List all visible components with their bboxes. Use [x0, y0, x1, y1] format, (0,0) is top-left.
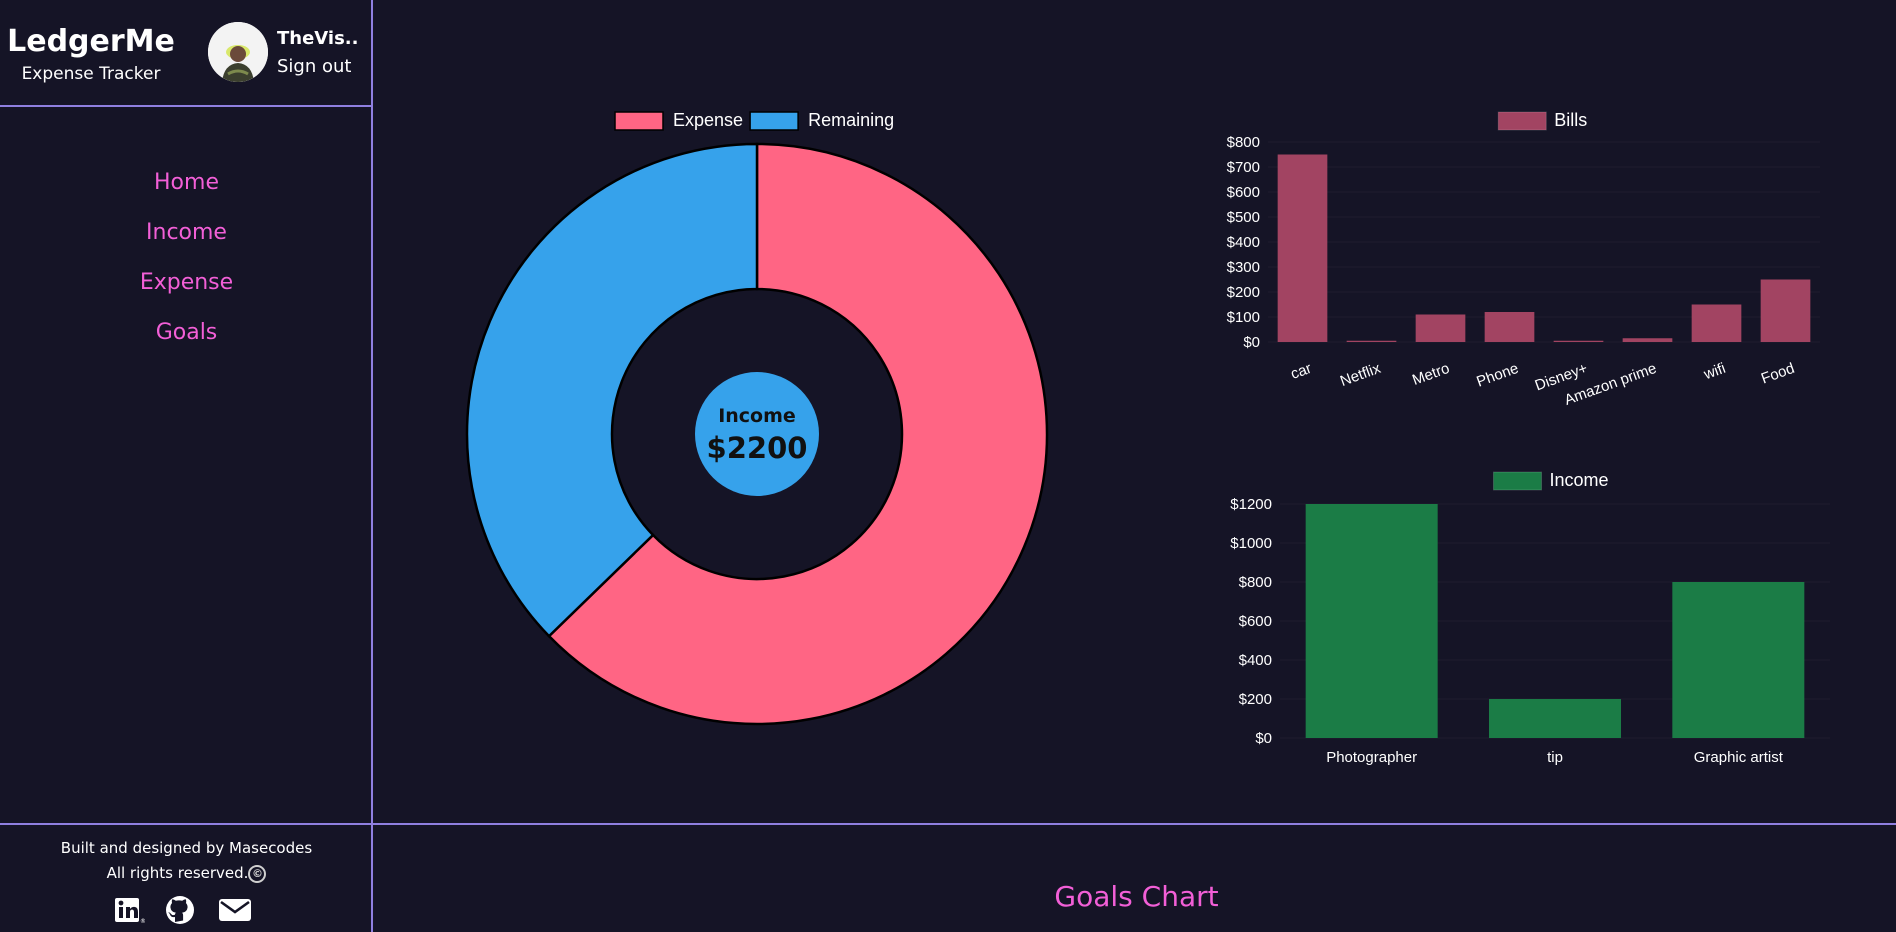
y-tick-label: $100 [1227, 309, 1260, 326]
linkedin-icon[interactable]: ® [113, 895, 146, 925]
bar-wifi[interactable] [1691, 304, 1742, 343]
y-tick-label: $200 [1239, 691, 1272, 708]
x-tick-label: Metro [1410, 360, 1452, 389]
doughnut-slice-remaining[interactable] [465, 142, 759, 638]
legend-label-remaining[interactable]: Remaining [808, 110, 894, 130]
y-tick-label: $800 [1239, 574, 1272, 591]
goals-chart-title: Goals Chart [1054, 880, 1219, 913]
avatar-image [208, 22, 268, 82]
bar-amazon-prime[interactable] [1622, 338, 1673, 342]
legend-swatch-income[interactable] [1493, 471, 1542, 491]
footer-rights: All rights reserved. © [0, 864, 373, 883]
y-tick-label: $300 [1227, 259, 1260, 276]
mail-icon[interactable] [218, 895, 251, 925]
center-value: $2200 [707, 431, 808, 465]
copyright-icon: © [248, 864, 267, 883]
footer-credit: Built and designed by Masecodes [60, 839, 313, 857]
x-tick-label: car [1288, 360, 1313, 383]
nav-item-goals[interactable]: Goals [155, 320, 218, 345]
bar-phone[interactable] [1484, 312, 1535, 342]
legend-swatch-expense[interactable] [614, 111, 664, 131]
app-title: LedgerMe [7, 24, 175, 59]
x-tick-label: tip [1547, 749, 1563, 766]
y-tick-label: $0 [1243, 334, 1260, 351]
expense-doughnut-chart: Expense Remaining Income $2200 [465, 110, 1049, 726]
bar-food[interactable] [1760, 279, 1811, 343]
x-tick-label: Phone [1474, 360, 1521, 391]
y-tick-label: $800 [1227, 134, 1260, 151]
y-tick-label: $400 [1239, 652, 1272, 669]
bills-bar-chart: Bills $0 $100 $200 $300 $400 $500 $600 $700 $800 c… [1227, 110, 1820, 409]
footer: Built and designed by Masecodes All righ… [0, 823, 373, 932]
avatar[interactable] [208, 22, 268, 82]
user-name: TheVis... [277, 28, 357, 49]
bar-disney-[interactable] [1553, 340, 1604, 342]
x-tick-label: Graphic artist [1694, 749, 1784, 766]
legend-swatch-remaining[interactable] [749, 111, 799, 131]
brand-header: LedgerMe Expense Tracker TheVis... Sign … [0, 0, 373, 107]
income-center-circle [695, 372, 819, 496]
app-subtitle: Expense Tracker [21, 64, 161, 84]
doughnut-slice-expense[interactable] [547, 142, 1049, 726]
legend-label-income[interactable]: Income [1550, 470, 1609, 490]
github-icon[interactable] [164, 895, 196, 925]
y-tick-label: $500 [1227, 209, 1260, 226]
svg-text:®: ® [140, 918, 145, 925]
y-tick-label: $600 [1239, 613, 1272, 630]
bar-graphic-artist[interactable] [1672, 582, 1805, 738]
legend-label-expense[interactable]: Expense [673, 110, 743, 130]
bar-car[interactable] [1277, 154, 1328, 343]
nav-item-income[interactable]: Income [146, 220, 227, 245]
y-tick-label: $200 [1227, 284, 1260, 301]
sign-out-link[interactable]: Sign out [277, 56, 352, 77]
main-nav: Home Income Expense Goals [0, 167, 373, 367]
y-tick-label: $1000 [1230, 535, 1272, 552]
x-tick-label: Photographer [1326, 749, 1417, 766]
bar-photographer[interactable] [1305, 504, 1438, 738]
legend-swatch-bills[interactable] [1497, 111, 1547, 131]
main-divider [373, 823, 1896, 825]
center-label: Income [718, 405, 796, 427]
y-tick-label: $400 [1227, 234, 1260, 251]
x-tick-label: wifi [1701, 360, 1728, 384]
nav-item-home[interactable]: Home [154, 170, 219, 195]
y-tick-label: $600 [1227, 184, 1260, 201]
bar-netflix[interactable] [1346, 340, 1397, 342]
income-bar-chart: Income $0 $200 $400 $600 $800 $1000 $1200 Photog… [1230, 470, 1830, 766]
legend-label-bills[interactable]: Bills [1554, 110, 1587, 130]
nav-item-expense[interactable]: Expense [139, 270, 234, 295]
bar-metro[interactable] [1415, 314, 1466, 343]
y-tick-label: $700 [1227, 159, 1260, 176]
y-tick-label: $0 [1255, 730, 1272, 747]
sidebar: LedgerMe Expense Tracker TheVis... Sign … [0, 0, 373, 932]
x-tick-label: Netflix [1338, 360, 1383, 390]
y-tick-label: $1200 [1230, 496, 1272, 513]
footer-rights-text: All rights reserved. [106, 864, 249, 882]
bar-tip[interactable] [1489, 699, 1621, 738]
x-tick-label: Food [1759, 360, 1797, 388]
